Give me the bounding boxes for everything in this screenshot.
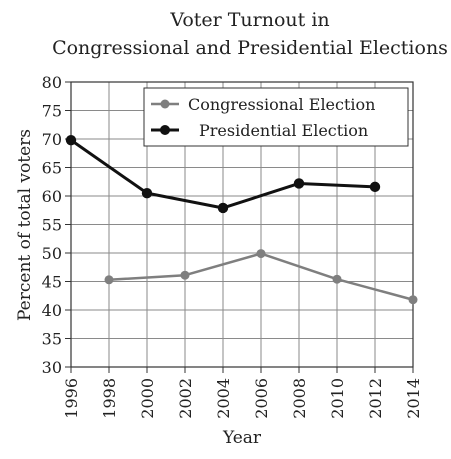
data-point-presidential <box>217 202 229 214</box>
chart-title-line-1: Voter Turnout in <box>169 9 329 31</box>
chart-title-line-2: Congressional and Presidential Elections <box>52 37 448 59</box>
legend-presidential-label: Presidential Election <box>199 121 368 140</box>
data-point-presidential <box>369 181 381 193</box>
x-tick-label: 2012 <box>366 378 385 419</box>
y-tick-label: 70 <box>42 130 62 149</box>
y-axis-ticks: 30 35 40 45 50 55 60 65 70 75 80 <box>42 73 71 377</box>
y-tick-label: 80 <box>42 73 62 92</box>
legend-box <box>143 87 409 147</box>
y-tick-label: 55 <box>42 216 62 235</box>
x-tick-label: 2000 <box>138 378 157 419</box>
x-tick-label: 2010 <box>328 378 347 419</box>
x-tick-label: 2002 <box>176 378 195 419</box>
y-tick-label: 65 <box>42 159 62 178</box>
data-point-presidential <box>65 134 77 146</box>
y-tick-label: 75 <box>42 102 62 121</box>
x-tick-label: 2006 <box>252 378 271 419</box>
data-point-presidential <box>293 178 305 189</box>
data-point-congressional <box>256 249 266 259</box>
data-point-presidential <box>141 187 153 199</box>
legend-congressional-marker <box>160 99 170 109</box>
data-point-congressional <box>332 274 342 284</box>
y-tick-label: 50 <box>42 244 62 263</box>
series <box>65 134 418 305</box>
y-tick-label: 45 <box>42 273 62 292</box>
y-axis-label: Percent of total voters <box>15 129 35 321</box>
legend-congressional-label: Congressional Election <box>188 95 375 114</box>
x-tick-label: 1998 <box>100 378 119 419</box>
x-tick-label: 2014 <box>404 378 423 419</box>
data-point-congressional <box>408 295 418 305</box>
y-tick-label: 40 <box>42 301 62 320</box>
y-tick-label: 35 <box>42 330 62 349</box>
data-point-congressional <box>180 270 190 280</box>
legend-presidential-marker <box>160 125 170 135</box>
y-tick-label: 60 <box>42 187 62 206</box>
legend: Congressional Election Presidential Elec… <box>143 87 409 147</box>
x-tick-label: 2008 <box>290 378 309 419</box>
y-tick-label: 30 <box>42 358 62 377</box>
x-tick-label: 2004 <box>214 378 233 419</box>
data-point-congressional <box>104 275 114 285</box>
x-tick-label: 1996 <box>62 378 81 419</box>
x-axis-ticks: 1996 1998 2000 2002 2004 2006 2008 2010 2012 2014 <box>62 367 423 419</box>
x-axis-label: Year <box>222 428 262 448</box>
